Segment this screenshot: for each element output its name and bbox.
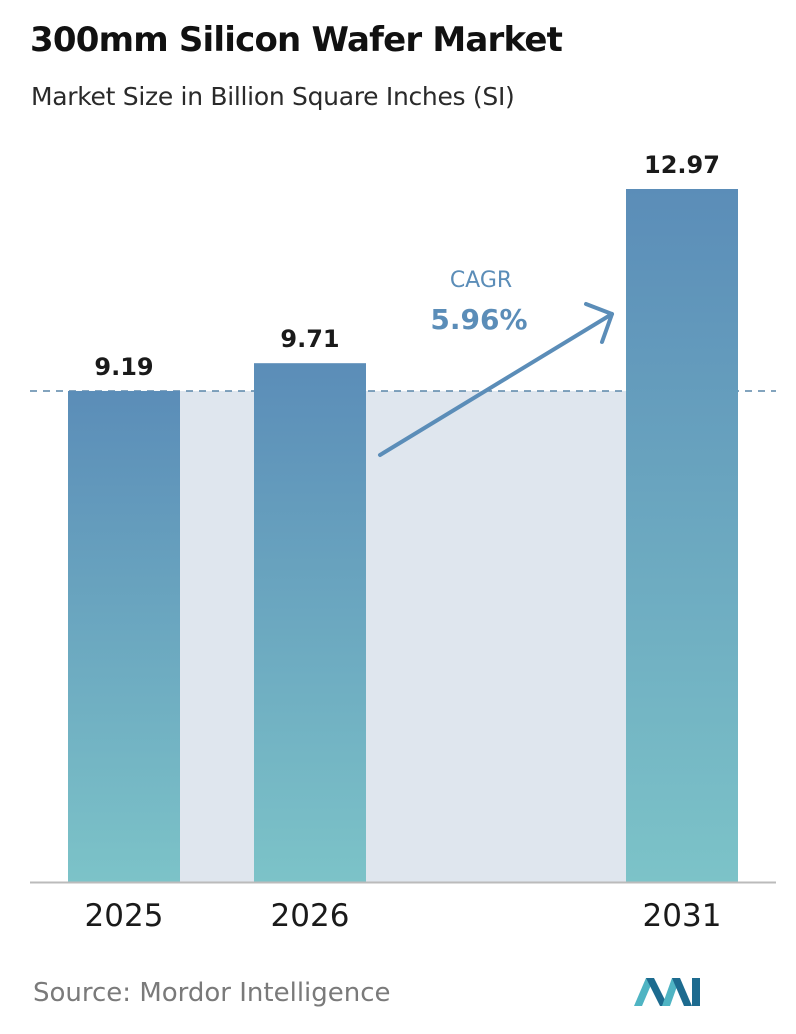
bar-2031 bbox=[626, 189, 738, 882]
x-tick-label-2025: 2025 bbox=[85, 898, 164, 934]
x-tick-label-2026: 2026 bbox=[271, 898, 350, 934]
cagr-arrow-line bbox=[378, 312, 614, 457]
cagr-value: 5.96% bbox=[430, 303, 527, 336]
chart-subtitle: Market Size in Billion Square Inches (SI… bbox=[31, 82, 515, 111]
source-note: Source: Mordor Intelligence bbox=[33, 978, 391, 1008]
cagr-label: CAGR bbox=[450, 268, 512, 293]
data-label-2025: 9.19 bbox=[94, 353, 153, 381]
bar-2026 bbox=[254, 363, 366, 882]
mordor-logo-icon bbox=[634, 978, 700, 1006]
cagr-arrow-head-icon bbox=[584, 302, 614, 344]
x-tick-label-2031: 2031 bbox=[643, 898, 722, 934]
data-label-2026: 9.71 bbox=[280, 325, 339, 353]
chart-title: 300mm Silicon Wafer Market bbox=[30, 20, 563, 60]
bar-2025 bbox=[68, 390, 180, 882]
data-label-2031: 12.97 bbox=[644, 151, 720, 179]
